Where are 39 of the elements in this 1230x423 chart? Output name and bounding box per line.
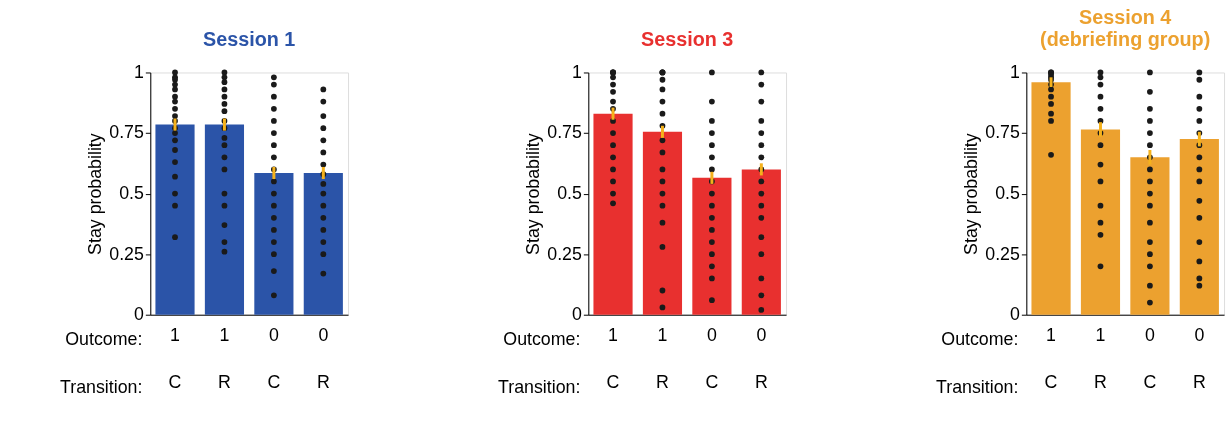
chart-title: Session 3: [641, 27, 734, 50]
category-label: 0 C: [1143, 324, 1157, 393]
category-label: 0 R: [1192, 324, 1206, 393]
y-tick-label: 1: [133, 61, 144, 82]
category-label: 0 C: [705, 324, 719, 393]
category-label: 1 C: [606, 324, 620, 393]
text: Outcome:: [503, 329, 581, 350]
y-tick-label: 0.25: [109, 243, 144, 264]
text: Transition:: [936, 376, 1019, 397]
y-tick-label: 0.25: [547, 243, 582, 264]
y-tick-label: 0.25: [985, 243, 1020, 264]
chart-title: Session 1: [203, 27, 296, 50]
y-axis-title: Stay probability: [961, 133, 982, 255]
y-tick-label: 0: [1010, 304, 1020, 325]
y-tick-label: 0.5: [557, 183, 582, 204]
category-label: 0 C: [267, 324, 281, 393]
category-label: 0 R: [754, 324, 768, 393]
category-label: 1 R: [1094, 324, 1107, 393]
category-label: 1 R: [656, 324, 669, 393]
y-tick-label: 0.75: [109, 122, 144, 143]
y-tick-label: 0.75: [985, 122, 1020, 143]
y-tick-label: 1: [571, 61, 582, 82]
category-label: 1 R: [218, 324, 231, 393]
text: Outcome:: [65, 329, 143, 350]
text: Transition:: [60, 376, 143, 397]
y-axis-title: Stay probability: [523, 133, 544, 255]
y-tick-label: 0.5: [995, 183, 1020, 204]
category-label: 0 R: [316, 324, 330, 393]
y-tick-label: 0: [133, 304, 144, 325]
y-tick-label: 0: [571, 304, 582, 325]
y-tick-label: 0.75: [547, 122, 582, 143]
category-label: 1 C: [1044, 324, 1058, 393]
chart-title: Session 4 (debriefing group): [1040, 6, 1211, 50]
y-axis-title: Stay probability: [85, 133, 106, 255]
text: Transition:: [498, 376, 581, 397]
text: Outcome:: [941, 329, 1019, 350]
y-tick-label: 0.5: [119, 183, 144, 204]
y-tick-label: 1: [1010, 61, 1020, 82]
category-label: 1 C: [168, 324, 182, 393]
